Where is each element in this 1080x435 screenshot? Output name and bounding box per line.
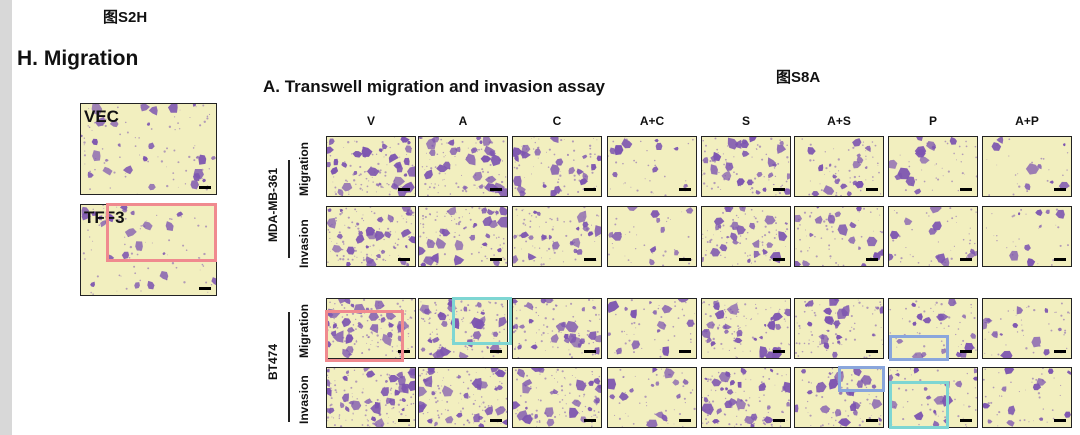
scale-bar [199,186,211,189]
scale-bar [1054,419,1066,422]
scale-bar [773,350,785,353]
scale-bar [199,287,211,290]
highlight-box-cyan [889,381,949,429]
micrograph [794,136,884,197]
scale-bar [1054,188,1066,191]
highlight-box-blue [838,366,885,392]
micrograph [607,206,697,267]
figure-tag-s2h: 图S2H [103,9,148,26]
micrograph-tff3: TFF3 [80,204,217,296]
micrograph [794,298,884,359]
micrograph [326,206,416,267]
column-header: A [458,114,468,128]
column-header: C [552,114,562,128]
scale-bar [584,419,596,422]
micrograph [982,136,1072,197]
row-label-migration: Migration [297,304,311,358]
scale-bar [866,419,878,422]
micrograph [512,206,602,267]
micrograph [701,136,791,197]
micrograph [701,367,791,428]
micrograph [512,136,602,197]
micrograph [418,298,508,359]
micrograph [418,367,508,428]
scale-bar [490,258,502,261]
scale-bar [490,188,502,191]
column-header: A+C [639,114,665,128]
scale-bar [398,258,410,261]
scale-bar [679,350,691,353]
micrograph [607,298,697,359]
micrograph [512,298,602,359]
scale-bar [679,188,691,191]
column-header: V [366,114,375,128]
row-label-invasion: Invasion [297,375,311,424]
micrograph [418,136,508,197]
scale-bar [490,350,502,353]
scale-bar [584,188,596,191]
group-bracket-mda-mb-361 [288,160,290,258]
column-header: A+P [1015,114,1039,128]
cell-label-tff3: TFF3 [84,208,125,227]
micrograph [888,136,978,197]
cell-line-label-bt474: BT474 [266,343,280,380]
micrograph [888,206,978,267]
column-header: P [928,114,937,128]
cell-line-label-mda-mb-361: MDA-MB-361 [266,167,280,242]
highlight-box-cyan [452,297,512,345]
highlight-box-red [106,203,217,262]
scale-bar [960,419,972,422]
scale-bar [773,419,785,422]
scale-bar [679,258,691,261]
group-bracket-bt474 [288,312,290,422]
panel-a-title: A. Transwell migration and invasion assa… [263,77,606,96]
panel-h-title: H. Migration [17,47,139,70]
scale-bar [1054,350,1066,353]
scale-bar [398,419,410,422]
micrograph [982,298,1072,359]
figure-tag-s8a: 图S8A [776,69,821,86]
micrograph-vec: VEC [80,103,217,195]
highlight-box-red [325,310,404,362]
scale-bar [773,258,785,261]
scale-bar [490,419,502,422]
scale-bar [398,188,410,191]
micrograph [418,206,508,267]
row-label-migration: Migration [297,142,311,196]
micrograph [701,206,791,267]
micrograph [326,367,416,428]
micrograph [512,367,602,428]
scale-bar [960,258,972,261]
scale-bar [398,350,410,353]
scale-bar [773,188,785,191]
scale-bar [866,350,878,353]
scale-bar [584,350,596,353]
side-strip [0,0,12,435]
row-label-invasion: Invasion [297,219,311,268]
micrograph [701,298,791,359]
highlight-box-blue [889,335,949,361]
column-header: A+S [827,114,851,128]
micrograph [326,136,416,197]
scale-bar [866,188,878,191]
scale-bar [960,188,972,191]
scale-bar [679,419,691,422]
scale-bar [584,258,596,261]
micrograph [607,367,697,428]
micrograph [888,367,978,428]
scale-bar [866,258,878,261]
micrograph [607,136,697,197]
scale-bar [1054,258,1066,261]
micrograph [982,206,1072,267]
cell-label-vec: VEC [84,107,119,126]
column-header: S [741,114,750,128]
scale-bar [960,350,972,353]
micrograph [794,206,884,267]
micrograph [888,298,978,359]
micrograph [982,367,1072,428]
